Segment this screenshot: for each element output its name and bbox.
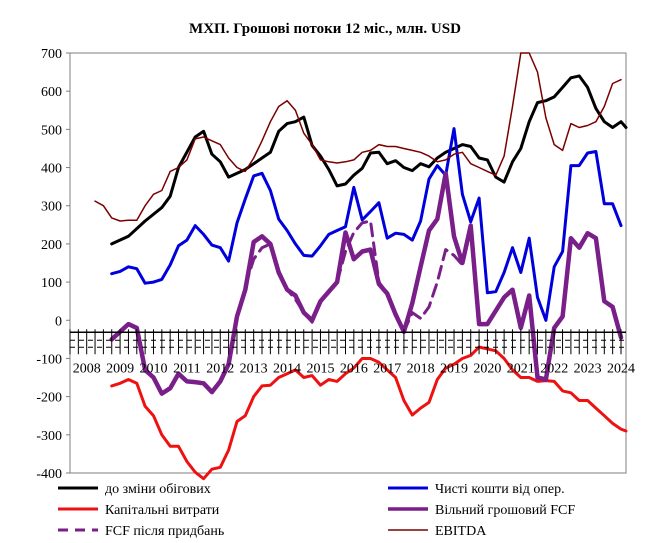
y-tick-label: 200 [41, 238, 62, 253]
x-tick-label: 2008 [73, 361, 101, 376]
y-tick-label: 600 [41, 85, 62, 100]
x-tick-label: 2013 [240, 361, 268, 376]
legend-label: Чисті кошти від опер. [435, 482, 565, 497]
y-tick-label: 100 [41, 276, 62, 291]
series-line-4 [243, 219, 464, 334]
x-axis [69, 329, 626, 355]
x-tick-labels: 2008 2009 2010 2011 2012 2013 2014 2015 2016 2017… [73, 361, 635, 376]
legend: до зміни обігових Чисті кошти від опер. Ка… [58, 482, 575, 539]
y-axis: 700 600 500 400 300 200 100 0 -100 -200 -300 -400 [36, 47, 70, 482]
x-tick-label: 2011 [173, 361, 200, 376]
y-tick-label: 400 [41, 162, 62, 177]
x-tick-label: 2018 [407, 361, 435, 376]
series-line-0 [110, 74, 628, 246]
chart-title: МХП. Грошові потоки 12 міс., млн. USD [189, 21, 461, 37]
x-tick-label: 2014 [273, 361, 301, 376]
x-tick-label: 2012 [206, 361, 234, 376]
legend-label: Вільний грошовий FCF [435, 503, 575, 518]
x-tick-label: 2019 [440, 361, 468, 376]
series-line-5 [94, 52, 622, 222]
y-tick-label: 0 [55, 314, 62, 329]
x-tick-label: 2016 [340, 361, 368, 376]
legend-label: FCF після придбань [105, 524, 224, 539]
x-tick-label: 2015 [306, 361, 334, 376]
series-line-3 [109, 171, 624, 396]
legend-label: EBITDA [435, 524, 487, 539]
plot-area [69, 52, 627, 474]
x-tick-label: 2009 [106, 361, 134, 376]
x-tick-label: 2021 [507, 361, 535, 376]
y-tick-label: -200 [36, 391, 62, 406]
y-tick-label: 500 [41, 123, 62, 138]
legend-label: до зміни обігових [105, 482, 211, 497]
y-tick-label: -300 [36, 429, 62, 444]
x-tick-label: 2017 [373, 361, 401, 376]
legend-label: Капітальні витрати [105, 503, 220, 518]
y-tick-label: 700 [41, 47, 62, 62]
series-line-1 [110, 127, 623, 322]
y-tick-label: -100 [36, 352, 62, 367]
x-tick-label: 2020 [473, 361, 501, 376]
y-tick-label: 300 [41, 200, 62, 215]
series-layer [94, 52, 628, 481]
y-tick-label: -400 [36, 467, 62, 482]
x-tick-label: 2023 [574, 361, 602, 376]
x-tick-label: 2022 [540, 361, 568, 376]
x-tick-label: 2010 [139, 361, 167, 376]
x-tick-label: 2024 [607, 361, 635, 376]
